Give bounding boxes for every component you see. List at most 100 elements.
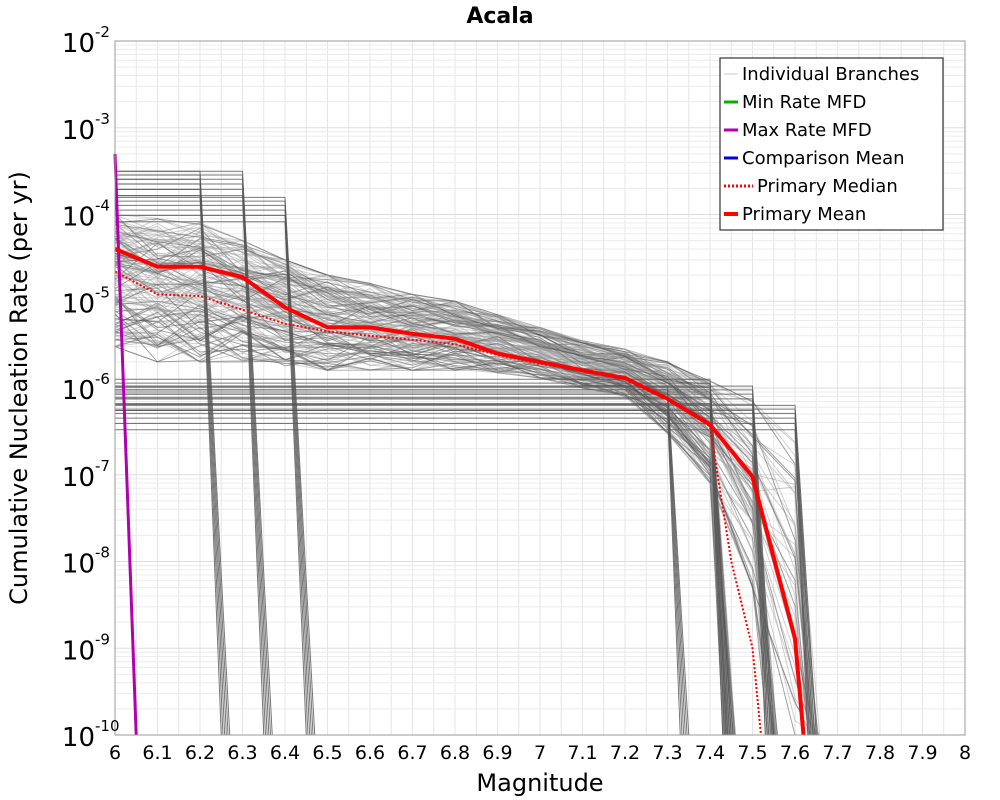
- x-tick-label: 6.4: [270, 742, 300, 764]
- y-tick-exponent: -3: [95, 110, 110, 128]
- branch-line: [114, 299, 736, 736]
- y-tick: 10 -9: [62, 630, 110, 666]
- legend-item: Individual Branches: [724, 64, 919, 85]
- legend: Individual Branches Min Rate MFD Max Rate …: [719, 57, 944, 231]
- series-line-primary-median: [114, 270, 762, 736]
- y-axis-ticks: 10-210-310-410-510-610-710-810-910-10: [62, 23, 120, 753]
- legend-label: Comparison Mean: [742, 148, 905, 169]
- y-tick: 10 -10: [62, 717, 120, 753]
- branch-line: [114, 230, 736, 736]
- plot-frame: [114, 40, 966, 736]
- x-tick-label: 7.2: [610, 742, 640, 764]
- legend-label: Min Rate MFD: [742, 92, 866, 113]
- branch-line: [114, 241, 777, 736]
- branch-line: [114, 255, 815, 736]
- y-tick-base: 10: [62, 116, 95, 146]
- branch-line: [114, 218, 732, 736]
- branch-line: [114, 256, 815, 736]
- y-axis-label: Cumulative Nucleation Rate (per yr): [5, 171, 33, 605]
- y-tick-base: 10: [62, 376, 95, 406]
- y-tick-base: 10: [62, 636, 95, 666]
- x-tick-label: 7.4: [695, 742, 725, 764]
- branch-line: [114, 254, 731, 736]
- x-tick-label: 7.5: [737, 742, 767, 764]
- branch-drop-line: [115, 404, 817, 736]
- branch-line: [114, 309, 734, 736]
- branch-line: [114, 295, 779, 736]
- series-line-primary-mean: [114, 247, 806, 736]
- branch-line: [114, 222, 818, 736]
- legend-item: Primary Mean: [724, 204, 866, 225]
- x-tick-label: 6.1: [142, 742, 172, 764]
- branch-line: [114, 227, 772, 736]
- x-tick-label: 7.9: [907, 742, 937, 764]
- legend-label: Max Rate MFD: [742, 120, 872, 141]
- branch-line: [114, 222, 773, 736]
- y-tick: 10 -3: [62, 110, 110, 146]
- y-tick-exponent: -4: [95, 197, 110, 215]
- branch-line: [114, 272, 724, 736]
- y-tick-base: 10: [62, 463, 95, 493]
- branch-line: [114, 256, 728, 736]
- y-tick-base: 10: [62, 29, 95, 59]
- series-layer: [113, 153, 806, 736]
- branch-line: [114, 335, 725, 736]
- x-tick-label: 6.3: [227, 742, 257, 764]
- y-tick-exponent: -2: [95, 23, 110, 41]
- branch-line: [114, 305, 768, 736]
- legend-item: Comparison Mean: [724, 148, 905, 169]
- y-tick-exponent: -7: [95, 457, 110, 475]
- x-axis-ticks: 6 6.1 6.2 6.3 6.4 6.5 6.6 6.7 6.8 6.9 7 7.1 7.2 7.3 7.…: [109, 742, 971, 764]
- branch-line: [114, 331, 727, 736]
- y-tick-base: 10: [62, 723, 95, 753]
- x-axis-label: Magnitude: [476, 769, 603, 797]
- branch-drop-line: [115, 378, 732, 736]
- branch-line: [114, 323, 779, 736]
- y-tick: 10 -5: [62, 283, 110, 319]
- legend-label: Primary Mean: [742, 204, 866, 225]
- branch-line: [114, 308, 731, 736]
- branch-line: [114, 242, 734, 736]
- x-tick-label: 7.8: [865, 742, 895, 764]
- branch-line: [114, 232, 815, 736]
- x-tick-label: 6.2: [185, 742, 215, 764]
- y-tick-exponent: -5: [95, 283, 110, 301]
- branch-line: [114, 224, 818, 736]
- y-tick-exponent: -10: [95, 717, 120, 735]
- branch-line: [114, 321, 777, 736]
- branch-line: [114, 310, 769, 736]
- branch-line: [114, 253, 814, 736]
- branch-line: [114, 242, 730, 736]
- y-tick-base: 10: [62, 289, 95, 319]
- branch-line: [114, 262, 773, 736]
- legend-item: Min Rate MFD: [724, 92, 866, 113]
- branch-line: [114, 307, 778, 736]
- x-tick-label: 7.6: [780, 742, 810, 764]
- legend-label: Individual Branches: [742, 64, 919, 85]
- branch-line: [114, 265, 724, 736]
- branch-line: [114, 295, 775, 736]
- y-tick: 10 -2: [62, 23, 110, 59]
- x-tick-label: 8: [959, 742, 971, 764]
- y-tick: 10 -4: [62, 197, 110, 233]
- x-tick-label: 7.7: [822, 742, 852, 764]
- y-tick: 10 -8: [62, 544, 110, 580]
- branch-line: [114, 230, 729, 736]
- y-tick-base: 10: [62, 550, 95, 580]
- x-tick-label: 7: [534, 742, 546, 764]
- x-tick-label: 6: [109, 742, 121, 764]
- branch-line: [114, 236, 736, 736]
- y-tick-exponent: -6: [95, 370, 110, 388]
- branch-line: [114, 223, 734, 736]
- legend-item: Max Rate MFD: [724, 120, 872, 141]
- branch-drop-line: [115, 385, 775, 736]
- x-tick-label: 6.9: [482, 742, 512, 764]
- branch-line: [114, 262, 778, 736]
- chart-title: Acala: [466, 4, 533, 29]
- branch-line: [114, 232, 727, 736]
- legend-label: Primary Median: [757, 176, 898, 197]
- x-tick-label: 7.3: [652, 742, 682, 764]
- x-tick-label: 6.6: [355, 742, 385, 764]
- branch-line: [114, 274, 810, 736]
